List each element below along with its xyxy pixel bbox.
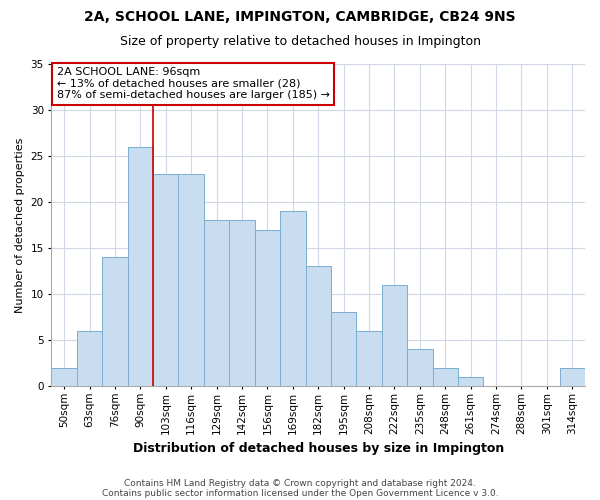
X-axis label: Distribution of detached houses by size in Impington: Distribution of detached houses by size … (133, 442, 504, 455)
Bar (280, 211, 305, 386)
Bar (458, 377, 484, 386)
Text: Contains HM Land Registry data © Crown copyright and database right 2024.: Contains HM Land Registry data © Crown c… (124, 478, 476, 488)
Text: Contains public sector information licensed under the Open Government Licence v : Contains public sector information licen… (101, 488, 499, 498)
Text: Size of property relative to detached houses in Impington: Size of property relative to detached ho… (119, 35, 481, 48)
Y-axis label: Number of detached properties: Number of detached properties (15, 138, 25, 312)
Bar (153, 174, 178, 386)
Bar (229, 220, 255, 386)
Bar (407, 349, 433, 386)
Bar (255, 230, 280, 386)
Bar (305, 266, 331, 386)
Bar (331, 312, 356, 386)
Bar (52, 368, 77, 386)
Text: 2A SCHOOL LANE: 96sqm
← 13% of detached houses are smaller (28)
87% of semi-deta: 2A SCHOOL LANE: 96sqm ← 13% of detached … (57, 67, 330, 100)
Bar (560, 368, 585, 386)
Bar (204, 220, 229, 386)
Bar (77, 331, 102, 386)
Bar (433, 368, 458, 386)
Bar (382, 285, 407, 386)
Text: 2A, SCHOOL LANE, IMPINGTON, CAMBRIDGE, CB24 9NS: 2A, SCHOOL LANE, IMPINGTON, CAMBRIDGE, C… (84, 10, 516, 24)
Bar (128, 147, 153, 386)
Bar (356, 331, 382, 386)
Bar (102, 257, 128, 386)
Bar (178, 174, 204, 386)
